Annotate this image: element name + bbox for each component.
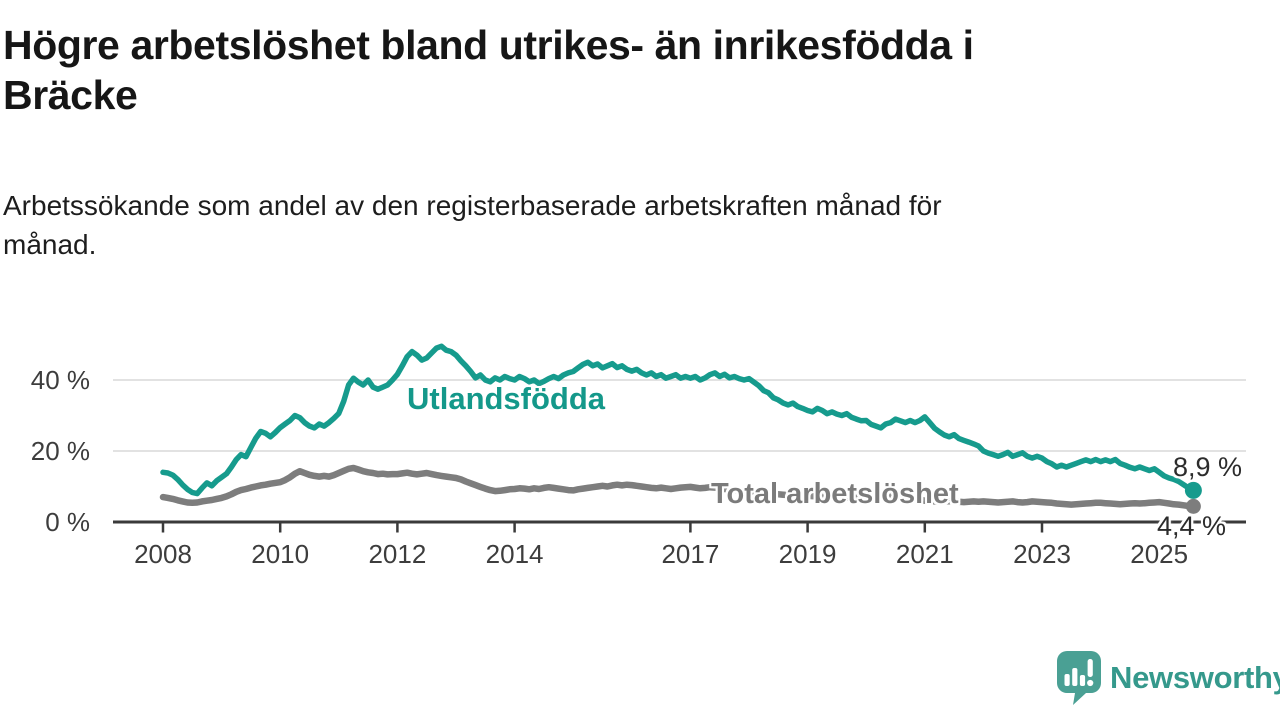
newsworthy-logo-text: Newsworthy: [1110, 660, 1280, 695]
end-value-label-utlandsfodda: 8,9 %: [1172, 452, 1242, 482]
x-tick-label: 2019: [779, 539, 837, 569]
x-tick-label: 2012: [368, 539, 426, 569]
newsworthy-logo: Newsworthy: [1056, 650, 1280, 706]
logo-barchart-glyph: [1064, 659, 1094, 687]
end-value-label-total: 4,4 %: [1156, 511, 1226, 541]
chart-subtitle: Arbetssökande som andel av den registerb…: [3, 186, 1233, 264]
end-dot-total: [1185, 498, 1201, 514]
chart-subtitle-line1: Arbetssökande som andel av den registerb…: [3, 190, 942, 221]
x-tick-label: 2008: [134, 539, 192, 569]
y-axis-labels: 0 % 20 % 40 %: [31, 365, 90, 537]
series-lines: [159, 343, 1197, 510]
gridlines: [113, 379, 1246, 452]
chart-subtitle-line2: månad.: [3, 229, 97, 260]
logo-bubble-shape: [1057, 651, 1101, 705]
x-tick-label: 2010: [251, 539, 309, 569]
x-axis-line: [113, 520, 1246, 524]
x-tick-label: 2021: [896, 539, 954, 569]
x-tick-label: 2014: [486, 539, 544, 569]
y-tick-label: 20 %: [31, 436, 90, 466]
page-title-line2: Bräcke: [3, 72, 138, 118]
x-tick-label: 2023: [1013, 539, 1071, 569]
series-label-total-arbetsloshet: Total arbetslöshet: [711, 478, 959, 510]
series-line-utlandsfodda: [160, 343, 1197, 497]
x-tick-label: 2025: [1130, 539, 1188, 569]
end-dot-utlandsfodda: [1184, 481, 1202, 499]
y-tick-label: 40 %: [31, 365, 90, 395]
series-label-utlandsfodda: Utlandsfödda: [407, 381, 606, 416]
page-title: Högre arbetslöshet bland utrikes- än inr…: [3, 20, 1233, 120]
series-line-total: [159, 464, 1197, 510]
series-end-dots: [1184, 481, 1202, 514]
x-tick-label: 2017: [661, 539, 719, 569]
y-tick-label: 0 %: [45, 507, 90, 537]
x-axis: 2008 2010 2012 2014 2017 2019 2021 2023 2025: [113, 520, 1246, 569]
newsworthy-logo-icon: [1057, 651, 1101, 705]
page-title-line1: Högre arbetslöshet bland utrikes- än inr…: [3, 22, 974, 68]
